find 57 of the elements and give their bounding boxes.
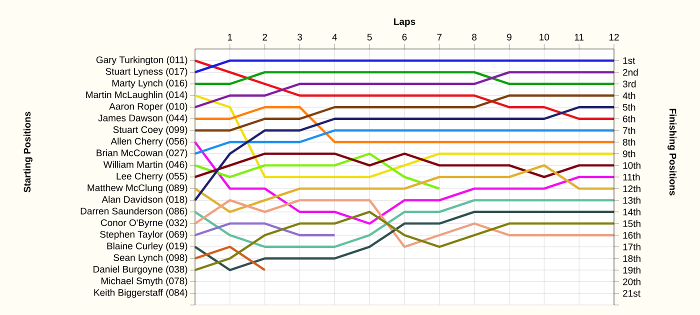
y-tick-label: 19th <box>623 266 640 274</box>
y-tick-label: 10th <box>623 162 640 169</box>
series-label: Stuart Lyness (017) <box>106 68 188 77</box>
text: Starting Positions <box>24 112 32 192</box>
text: Keith Biggerstaff (084) <box>94 288 188 298</box>
x-tick-label: 10 <box>540 34 550 40</box>
series-label: James Dawson (044) <box>98 114 188 124</box>
series-label: Daniel Burgoyne (038) <box>94 266 188 275</box>
x-tick-label: 2 <box>262 34 268 40</box>
y-tick-label: 12th <box>623 185 640 192</box>
y-tick-label: 18th <box>623 254 640 262</box>
series-label: Gary Turkington (011) <box>96 56 188 66</box>
y-tick-label: 6th <box>623 115 636 122</box>
series-label: Darren Saunderson (086) <box>80 207 188 216</box>
x-tick-label: 4 <box>332 34 338 40</box>
y-tick-label: 14th <box>623 208 640 216</box>
series-label: Alan Davidson (018) <box>102 196 188 205</box>
y-tick-label: 5th <box>622 104 636 111</box>
x-tick-label: 11 <box>574 34 584 40</box>
series-label: Allen Cherry (056) <box>110 138 188 147</box>
y-tick-label: 15th <box>623 220 640 228</box>
x-tick-label: 3 <box>297 34 302 40</box>
x-tick-label: 7 <box>437 34 442 40</box>
series-label: Marty Lynch (016) <box>112 79 188 88</box>
series-label: Stephen Taylor (069) <box>100 230 188 240</box>
y-tick-label: 9th <box>622 150 636 158</box>
series-label: Matthew McClung (089) <box>88 184 188 194</box>
x-tick-label: 5 <box>367 34 372 40</box>
x-tick-label: 12 <box>609 34 619 40</box>
y-tick-label: 21st <box>623 290 640 297</box>
series-label: Brian McCowan (027) <box>96 149 188 158</box>
y-tick-label: 3rd <box>622 80 636 88</box>
series-label: Stuart Coey (099) <box>113 126 188 135</box>
text: Michael Smyth (078) <box>101 277 188 286</box>
series-label: Lee Cherry (055) <box>116 172 188 182</box>
y-tick-label: 17th <box>623 243 640 250</box>
series-label: Conor O'Byrne (032) <box>100 219 188 228</box>
y-axis-title: Finishing Positions <box>668 108 676 196</box>
series-label: Sean Lynch (098) <box>114 254 188 263</box>
y-tick-label: 16th <box>623 232 640 239</box>
x-tick-label: 9 <box>507 34 512 40</box>
y-tick-label: 2nd <box>623 68 638 76</box>
y-tick-label: 4th <box>622 92 636 100</box>
y-tick-label: 20th <box>623 278 640 286</box>
y-tick-label: 13th <box>623 196 640 204</box>
y-tick-label: 1st <box>623 57 636 64</box>
series-label: Aaron Roper (010) <box>109 102 188 112</box>
series-label: Martin McLaughlin (014) <box>86 91 188 100</box>
y-tick-label: 8th <box>622 138 636 146</box>
y-tick-label: 7th <box>623 126 636 134</box>
series-label: Blaine Curley (019) <box>107 242 188 252</box>
x-axis-title: Laps <box>394 18 416 27</box>
x-tick-label: 8 <box>472 34 477 40</box>
x-tick-label: 1 <box>228 34 232 40</box>
y-tick-label: 11th <box>623 174 640 180</box>
series-label: William Martin (046) <box>103 160 188 170</box>
x-tick-label: 6 <box>402 34 407 40</box>
